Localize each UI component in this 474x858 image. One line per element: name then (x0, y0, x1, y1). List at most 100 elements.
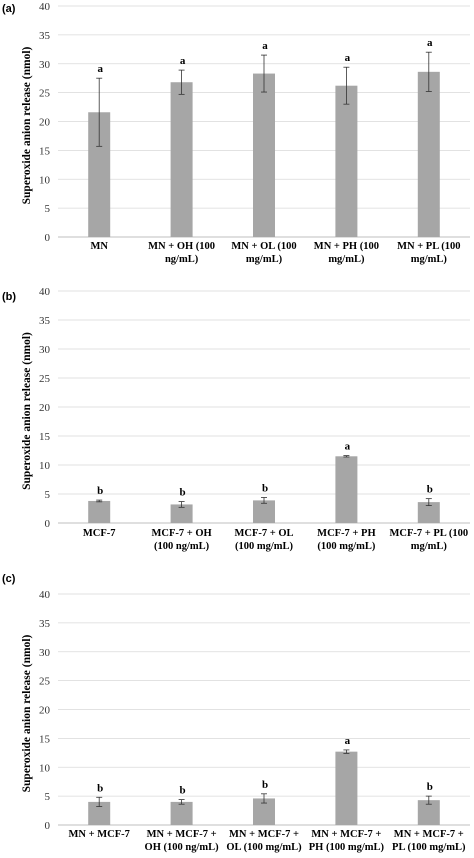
category-label-line: MN + MCF-7 + (394, 829, 464, 840)
bar (335, 85, 358, 237)
significance-label: b (180, 487, 186, 499)
significance-label: a (180, 55, 186, 67)
bar (335, 751, 358, 825)
category-label-line: MN + OL (100 (231, 241, 296, 252)
category-label: MN + MCF-7 (69, 829, 130, 840)
bar (253, 500, 275, 523)
y-tick-label: 40 (39, 589, 51, 601)
category-label-line: MN + MCF-7 + (311, 829, 381, 840)
y-tick-label: 20 (39, 402, 51, 414)
y-tick-label: 5 (45, 791, 51, 803)
category-label-line: mg/mL) (411, 254, 448, 265)
category-label: MN + OH (100 ng/mL) (148, 241, 215, 265)
category-label: MN + MCF-7 + PH (100 mg/mL) (309, 829, 385, 853)
significance-label: b (97, 782, 103, 794)
category-label: MN + MCF-7 + PL (100 mg/mL) (392, 829, 466, 853)
significance-label: b (427, 781, 433, 793)
y-axis-label: Superoxide anion release (nmol) (21, 332, 33, 490)
category-label-line: PL (100 mg/mL) (392, 842, 466, 853)
category-label-line: MN (90, 241, 108, 252)
y-tick-label: 20 (39, 705, 51, 717)
y-tick-label: 25 (39, 88, 51, 100)
chart-panel-3: (c) 0 5 10 15 20 25 30 35 40 Superoxide anion rele… (2, 573, 470, 853)
y-tick-label: 35 (39, 315, 51, 327)
panel-label: (b) (2, 291, 16, 303)
significance-label: a (262, 40, 268, 52)
category-label: MCF-7 + PL (100 mg/mL) (389, 528, 468, 552)
y-axis-label: Superoxide anion release (nmol) (21, 46, 33, 204)
y-tick-label: 30 (39, 647, 51, 659)
category-label-line: mg/mL) (328, 254, 365, 265)
category-label: MN + PH (100 mg/mL) (314, 241, 379, 265)
y-tick-label: 10 (39, 762, 51, 774)
category-label: MN + PL (100 mg/mL) (397, 241, 460, 265)
bar (253, 798, 275, 825)
category-label-line: mg/mL) (411, 541, 448, 552)
category-label: MCF-7 + OH (100 ng/mL) (151, 528, 211, 552)
category-label-line: MN + MCF-7 + (147, 829, 217, 840)
category-label-line: (100 mg/mL) (235, 541, 294, 552)
y-axis-label: Superoxide anion release (nmol) (21, 634, 33, 792)
y-tick-label: 20 (39, 117, 51, 129)
category-label-line: OL (100 mg/mL) (226, 842, 302, 853)
category-label: MN (90, 241, 108, 252)
significance-label: a (97, 63, 103, 75)
significance-label: a (345, 52, 351, 64)
category-label-line: MN + MCF-7 (69, 829, 130, 840)
significance-label: a (427, 37, 433, 49)
y-tick-label: 5 (45, 489, 51, 501)
category-label-line: mg/mL) (246, 254, 283, 265)
panel-label: (c) (2, 573, 16, 585)
bar (417, 800, 440, 825)
y-tick-label: 40 (39, 286, 51, 298)
significance-label: a (345, 735, 351, 747)
category-label-line: PH (100 mg/mL) (309, 842, 385, 853)
category-label-line: MN + MCF-7 + (229, 829, 299, 840)
bar (417, 502, 440, 523)
bar (170, 801, 193, 825)
bar (88, 801, 111, 825)
chart-panel-1: (a) 0 5 10 15 20 25 30 35 40 Superoxide anion rele… (2, 1, 470, 265)
significance-label: b (180, 785, 186, 797)
category-label-line: MN + PH (100 (314, 241, 379, 252)
y-tick-label: 0 (45, 518, 51, 530)
category-label-line: (100 ng/mL) (154, 541, 210, 552)
category-label-line: (100 mg/mL) (317, 541, 376, 552)
category-label-line: MCF-7 + OL (234, 528, 293, 539)
bar (335, 456, 358, 523)
category-label: MN + MCF-7 + OH (100 ng/mL) (145, 829, 220, 853)
y-tick-label: 10 (39, 460, 51, 472)
significance-label: b (262, 779, 268, 791)
y-tick-label: 25 (39, 373, 51, 385)
y-tick-label: 15 (39, 733, 51, 745)
y-tick-label: 10 (39, 174, 51, 186)
y-tick-label: 15 (39, 431, 51, 443)
y-tick-label: 15 (39, 145, 51, 157)
significance-label: b (262, 482, 268, 494)
category-label-line: MCF-7 + PL (100 (389, 528, 468, 539)
category-label: MCF-7 (83, 528, 116, 539)
y-tick-label: 30 (39, 344, 51, 356)
category-label: MN + MCF-7 + OL (100 mg/mL) (226, 829, 302, 853)
category-label-line: MN + PL (100 (397, 241, 460, 252)
chart-panel-2: (b) 0 5 10 15 20 25 30 35 40 Superoxide anion rele… (2, 286, 470, 552)
y-tick-label: 40 (39, 1, 51, 13)
y-tick-label: 30 (39, 59, 51, 71)
y-tick-label: 0 (45, 820, 51, 832)
category-label-line: MCF-7 + OH (151, 528, 211, 539)
panel-label: (a) (2, 3, 16, 15)
y-tick-label: 35 (39, 30, 51, 42)
bar (253, 73, 275, 237)
bar (170, 82, 193, 237)
category-label: MCF-7 + PH (100 mg/mL) (317, 528, 376, 552)
significance-label: a (345, 441, 351, 453)
significance-label: b (97, 485, 103, 497)
category-label: MCF-7 + OL (100 mg/mL) (234, 528, 293, 552)
category-label-line: MCF-7 + PH (317, 528, 375, 539)
significance-label: b (427, 484, 433, 496)
bar (170, 504, 193, 523)
category-label-line: MCF-7 (83, 528, 116, 539)
bar (88, 112, 111, 237)
category-label-line: OH (100 ng/mL) (145, 842, 220, 853)
